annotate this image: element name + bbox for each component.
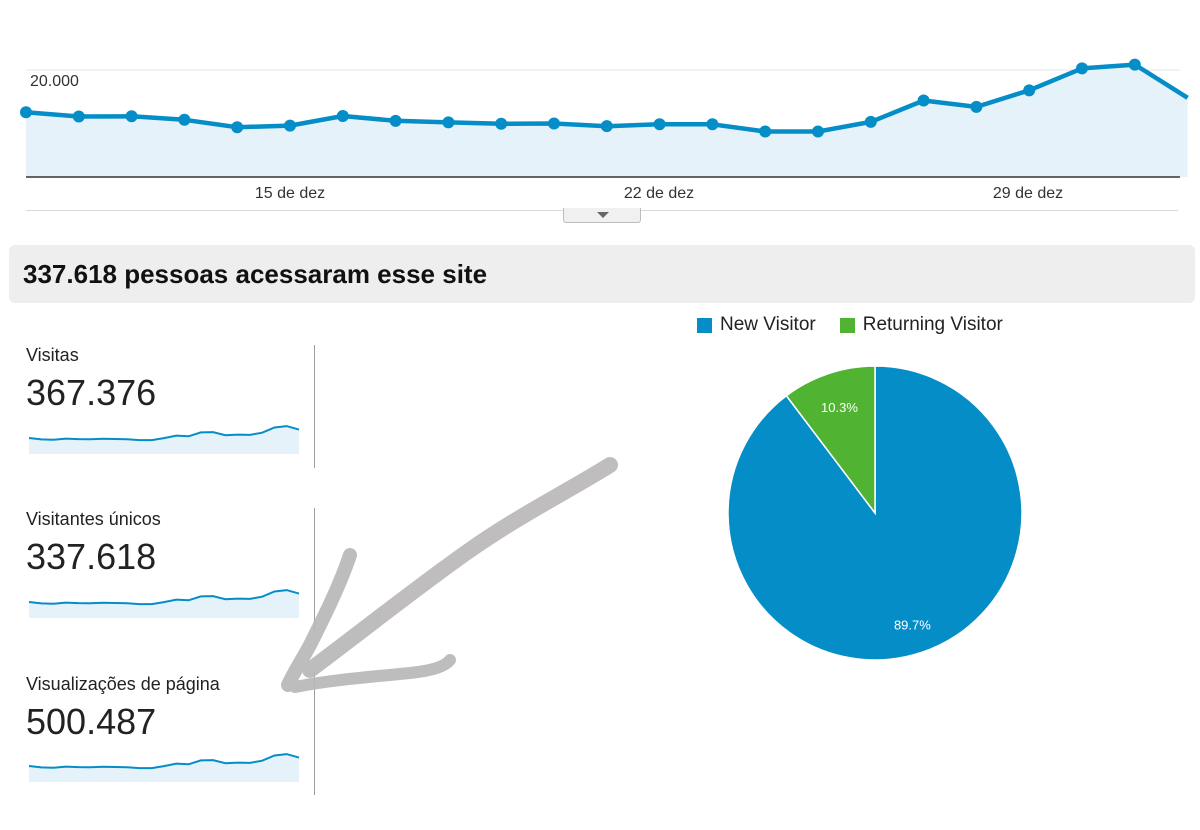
pie-legend: New Visitor Returning Visitor bbox=[697, 314, 1003, 336]
metric-label: Visitantes únicos bbox=[26, 509, 161, 529]
metric-divider bbox=[314, 345, 315, 468]
data-point bbox=[864, 115, 877, 128]
data-point bbox=[284, 119, 296, 132]
data-point bbox=[389, 114, 402, 127]
data-point bbox=[442, 116, 455, 129]
data-point bbox=[336, 110, 349, 123]
summary-banner: 337.618 pessoas acessaram esse site bbox=[9, 245, 1195, 303]
legend-item-returning-visitor[interactable]: Returning Visitor bbox=[839, 314, 1003, 336]
x-tick-label: 15 de dez bbox=[254, 185, 326, 202]
metric-unique-visitors[interactable]: Visitantes únicos 337.618 bbox=[26, 509, 316, 578]
metric-pageviews[interactable]: Visualizações de página 500.487 bbox=[26, 674, 316, 743]
data-point bbox=[1023, 84, 1036, 97]
sparkline-fill bbox=[29, 754, 299, 782]
data-point bbox=[178, 113, 191, 126]
y-tick-label: 20.000 bbox=[30, 73, 79, 90]
metric-value: 367.376 bbox=[26, 372, 157, 413]
data-point bbox=[706, 118, 719, 131]
metric-sparkline bbox=[28, 589, 300, 618]
metric-sparkline bbox=[28, 753, 300, 782]
metric-value: 337.618 bbox=[26, 536, 157, 577]
legend-label: Returning Visitor bbox=[862, 314, 1003, 335]
pie-slice bbox=[785, 365, 876, 516]
data-point bbox=[917, 94, 930, 107]
sparkline-fill bbox=[29, 590, 299, 618]
pie-slice-label: 89.7% bbox=[894, 617, 931, 632]
visitor-type-pie-chart: 89.7% 10.3% bbox=[727, 365, 1023, 661]
metric-sparkline bbox=[28, 425, 300, 454]
legend-swatch bbox=[839, 317, 855, 333]
sparkline-line bbox=[28, 589, 300, 606]
sparkline-fill bbox=[29, 426, 299, 454]
summary-headline: 337.618 pessoas acessaram esse site bbox=[23, 259, 488, 289]
legend-label: New Visitor bbox=[720, 314, 816, 335]
metric-divider bbox=[314, 508, 315, 632]
data-point bbox=[759, 125, 772, 138]
legend-swatch bbox=[697, 317, 712, 333]
metric-label: Visitas bbox=[26, 345, 79, 365]
metric-label: Visualizações de página bbox=[26, 674, 220, 694]
pie-slice-label: 10.3% bbox=[821, 400, 858, 415]
metric-divider bbox=[314, 673, 315, 795]
data-point bbox=[1076, 62, 1088, 75]
sessions-area-chart bbox=[20, 58, 1189, 178]
sparkline-line bbox=[28, 425, 300, 442]
data-point bbox=[231, 121, 244, 134]
data-point bbox=[20, 106, 32, 119]
data-point bbox=[72, 110, 85, 123]
data-point bbox=[125, 110, 138, 123]
area-fill bbox=[26, 64, 1188, 177]
metric-visits[interactable]: Visitas 367.376 bbox=[26, 345, 316, 414]
data-point bbox=[970, 100, 983, 113]
data-point bbox=[812, 125, 824, 138]
sparkline-line bbox=[28, 753, 300, 770]
data-point bbox=[548, 117, 560, 130]
collapse-chart-toggle[interactable] bbox=[563, 208, 641, 223]
legend-item-new-visitor[interactable]: New Visitor bbox=[697, 314, 816, 336]
hand-drawn-arrow-icon bbox=[281, 457, 618, 693]
data-point bbox=[1128, 58, 1141, 71]
data-point bbox=[495, 117, 508, 130]
data-point bbox=[600, 120, 613, 133]
caret-down-icon bbox=[597, 212, 609, 218]
data-point bbox=[653, 118, 666, 131]
x-tick-label: 22 de dez bbox=[623, 185, 695, 202]
x-tick-label: 29 de dez bbox=[992, 185, 1064, 202]
metric-value: 500.487 bbox=[26, 701, 157, 742]
